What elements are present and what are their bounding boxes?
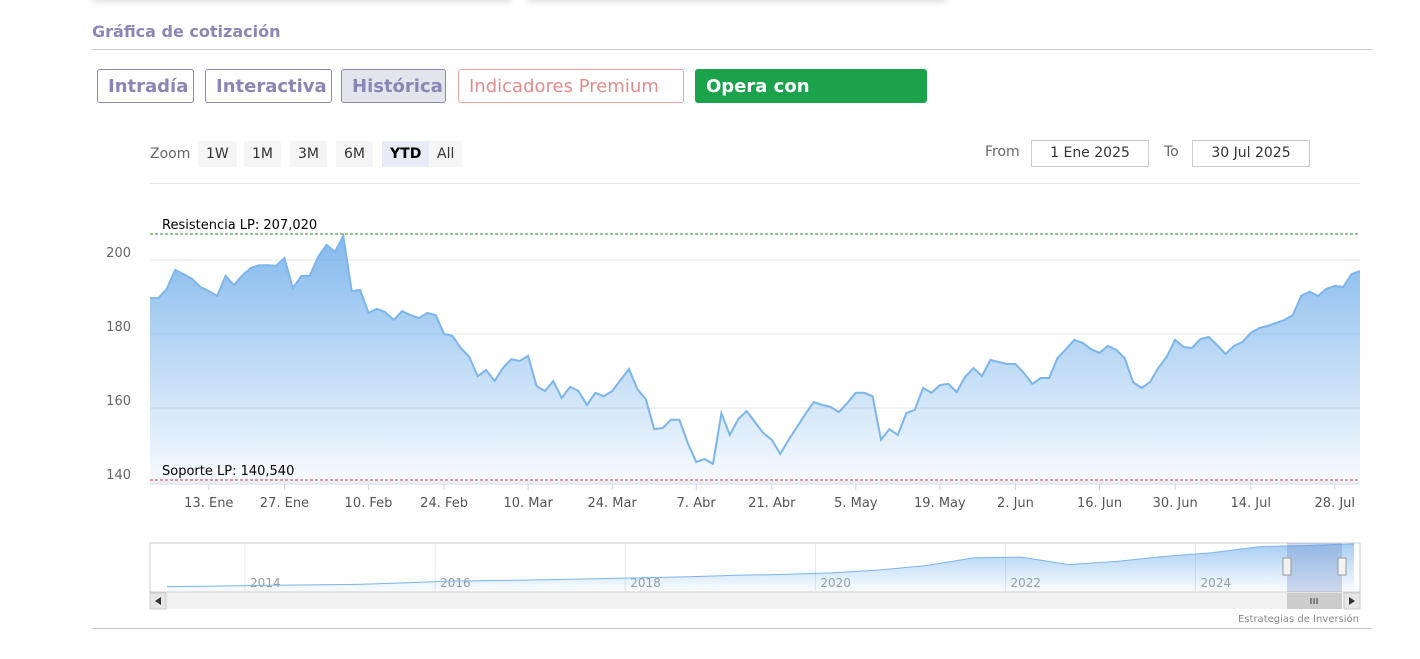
y-tick-label: 160 (106, 394, 131, 409)
cta-button[interactable]: Opera con Freedom24 (695, 69, 927, 131)
navigator-area (167, 544, 1354, 592)
x-tick-label: 13. Ene (184, 496, 233, 511)
x-tick-label: 16. Jun (1077, 496, 1122, 511)
zoom-button[interactable]: 3M (290, 141, 327, 167)
x-tick-label: 28. Jul (1315, 496, 1356, 511)
navigator-selection (1287, 543, 1342, 592)
to-input[interactable]: 30 Jul 2025 (1192, 140, 1310, 167)
zoom-button[interactable]: 6M (336, 141, 373, 167)
tab[interactable]: Intradía (97, 69, 194, 103)
from-input[interactable]: 1 Ene 2025 (1031, 140, 1149, 167)
y-tick-label: 180 (106, 320, 131, 335)
to-label: To (1164, 144, 1179, 160)
x-tick-label: 30. Jun (1153, 496, 1198, 511)
zoom-button[interactable]: YTD (382, 141, 430, 167)
y-tick-label: 200 (106, 246, 131, 261)
x-tick-label: 14. Jul (1231, 496, 1272, 511)
divider (92, 49, 1372, 50)
navigator-line (166, 543, 1355, 588)
tab[interactable]: Histórica (341, 69, 446, 103)
zoom-button[interactable]: All (429, 141, 463, 167)
zoom-label: Zoom (150, 146, 191, 162)
section-title: Gráfica de cotización (92, 22, 281, 41)
arrow (1349, 597, 1355, 605)
level-label: Resistencia LP: 207,020 (162, 218, 317, 233)
x-tick-label: 5. May (834, 496, 878, 511)
x-tick-label: 2. Jun (997, 496, 1034, 511)
tab[interactable]: Indicadores Premium (458, 69, 684, 103)
x-tick-label: 19. May (914, 496, 966, 511)
x-tick-label: 10. Feb (345, 496, 393, 511)
credit: Estrategias de Inversión (1238, 613, 1359, 625)
x-tick-label: 10. Mar (503, 496, 553, 511)
zoom-button[interactable]: 1W (198, 141, 237, 167)
x-tick-label: 21. Abr (748, 496, 796, 511)
navigator-handle (1282, 557, 1292, 576)
x-tick-label: 7. Abr (677, 496, 717, 511)
arrow (155, 597, 161, 605)
navigator-handle (1337, 557, 1347, 576)
from-label: From (985, 144, 1020, 160)
zoom-button[interactable]: 1M (244, 141, 281, 167)
x-tick-label: 24. Mar (587, 496, 637, 511)
price-line (150, 232, 1361, 466)
level-label: Soporte LP: 140,540 (162, 464, 294, 479)
x-tick-label: 24. Feb (420, 496, 468, 511)
x-tick-label: 27. Ene (260, 496, 309, 511)
scrollbar-track (150, 593, 1360, 609)
y-tick-label: 140 (106, 468, 131, 483)
area (150, 235, 1360, 484)
tab[interactable]: Interactiva (205, 69, 332, 103)
